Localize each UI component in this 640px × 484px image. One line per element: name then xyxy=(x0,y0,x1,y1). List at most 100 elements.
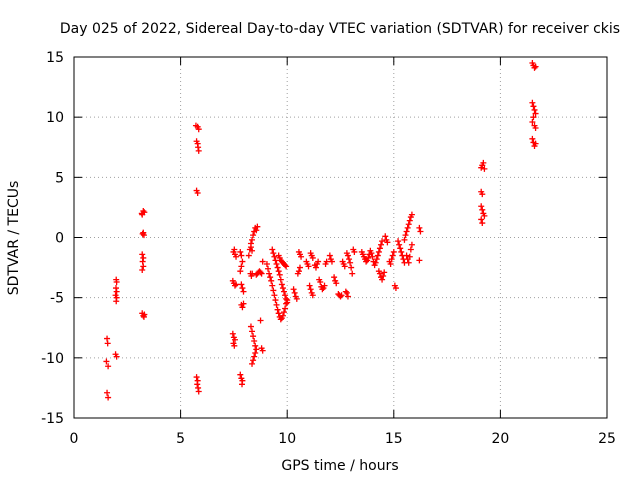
data-point xyxy=(252,350,259,357)
data-point xyxy=(479,220,486,227)
data-point xyxy=(532,63,539,70)
data-point xyxy=(233,253,240,260)
data-point xyxy=(278,281,285,288)
data-point xyxy=(104,340,111,347)
data-point xyxy=(265,265,272,272)
data-point xyxy=(363,258,370,265)
data-point xyxy=(372,259,379,266)
x-tick-label: 25 xyxy=(598,431,616,447)
y-tick-label: 0 xyxy=(55,231,64,247)
data-point xyxy=(193,374,200,381)
data-point xyxy=(277,276,284,283)
data-point xyxy=(250,232,257,239)
data-point xyxy=(349,270,356,277)
data-point xyxy=(417,228,424,235)
data-point xyxy=(281,288,288,295)
data-point xyxy=(237,248,244,255)
data-point xyxy=(323,258,330,265)
data-point xyxy=(317,279,324,286)
data-point xyxy=(268,277,275,284)
y-tick-label: 10 xyxy=(46,110,64,126)
data-point xyxy=(403,252,410,259)
data-point xyxy=(406,217,413,224)
data-point xyxy=(269,282,276,289)
data-point xyxy=(479,191,486,198)
data-point xyxy=(378,241,385,248)
data-point xyxy=(397,245,404,252)
data-point xyxy=(346,256,353,263)
data-point xyxy=(321,282,328,289)
data-point xyxy=(103,358,110,365)
data-point xyxy=(267,274,274,281)
data-point xyxy=(272,297,279,304)
data-point xyxy=(376,270,383,277)
data-point xyxy=(249,247,256,254)
data-point xyxy=(139,266,146,273)
data-point xyxy=(231,342,238,349)
data-point xyxy=(259,347,266,354)
data-point xyxy=(140,313,147,320)
data-point xyxy=(140,263,147,270)
y-tick-label: -10 xyxy=(41,351,64,367)
data-point xyxy=(195,388,202,395)
data-point xyxy=(333,280,340,287)
data-point xyxy=(233,281,240,288)
data-point xyxy=(479,206,486,213)
data-point xyxy=(257,269,264,276)
data-point xyxy=(239,381,246,388)
data-point xyxy=(282,305,289,312)
data-point xyxy=(384,239,391,246)
data-point xyxy=(194,381,201,388)
data-point xyxy=(478,203,485,210)
data-point xyxy=(389,252,396,259)
data-point xyxy=(231,336,238,343)
data-point xyxy=(402,232,409,239)
data-point xyxy=(140,208,147,215)
data-point xyxy=(195,126,202,133)
data-point xyxy=(247,323,254,330)
data-point xyxy=(237,371,244,378)
data-point xyxy=(250,357,257,364)
data-point xyxy=(369,253,376,260)
data-point xyxy=(532,124,539,131)
data-point xyxy=(531,64,538,71)
data-point xyxy=(239,304,246,311)
data-point xyxy=(105,363,112,370)
data-point xyxy=(270,287,277,294)
data-point xyxy=(239,258,246,265)
data-point xyxy=(282,292,289,299)
data-point xyxy=(481,165,488,172)
data-point xyxy=(263,260,270,267)
data-point xyxy=(277,316,284,323)
data-point xyxy=(328,258,335,265)
data-point xyxy=(480,159,487,166)
data-point xyxy=(338,292,345,299)
data-point xyxy=(279,312,286,319)
data-point xyxy=(273,260,280,267)
plot-frame xyxy=(73,56,608,419)
axis-ticks: 0 5 10 15 20 25 -15 -10 -5 0 5 10 15 xyxy=(41,50,616,447)
data-point xyxy=(341,263,348,270)
data-point xyxy=(249,360,256,367)
data-point xyxy=(283,263,290,270)
data-point xyxy=(113,298,120,305)
data-point xyxy=(529,135,536,142)
x-tick-label: 0 xyxy=(70,431,79,447)
y-tick-label: 5 xyxy=(55,170,64,186)
data-point xyxy=(478,216,485,223)
y-tick-label: 15 xyxy=(46,50,64,66)
data-point xyxy=(282,262,289,269)
chart-title: Day 025 of 2022, Sidereal Day-to-day VTE… xyxy=(60,21,620,37)
data-point xyxy=(238,281,245,288)
data-point xyxy=(312,264,319,271)
data-point xyxy=(274,264,281,271)
x-tick-label: 20 xyxy=(491,431,509,447)
data-point xyxy=(392,285,399,292)
data-point xyxy=(239,285,246,292)
data-point xyxy=(408,241,415,248)
data-point xyxy=(240,288,247,295)
y-tick-label: -15 xyxy=(41,411,64,427)
data-point xyxy=(257,317,264,324)
